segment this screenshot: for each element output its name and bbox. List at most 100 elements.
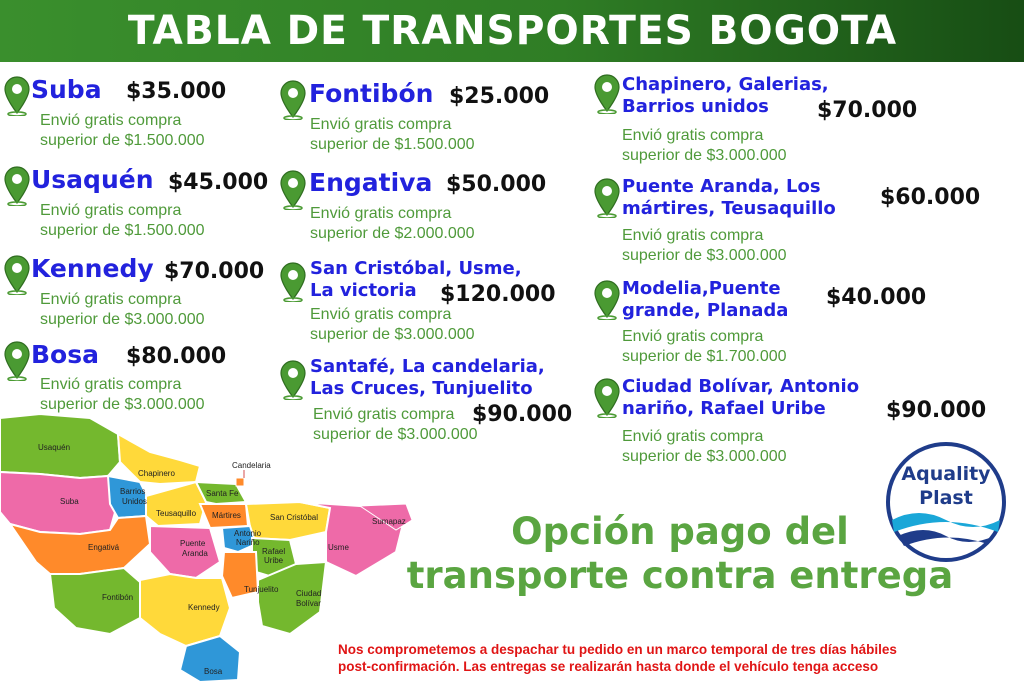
map-region-engativa xyxy=(7,514,152,575)
map-region-suba xyxy=(0,470,120,536)
zone-price: $25.000 xyxy=(449,84,550,109)
payment-option-heading: Opción pago del transporte contra entreg… xyxy=(400,510,960,598)
free-shipping-threshold: superior de $1.500.000 xyxy=(40,132,205,149)
zone-price: $90.000 xyxy=(472,402,573,427)
free-shipping-threshold: superior de $1.500.000 xyxy=(40,222,205,239)
map-label: Usaquén xyxy=(38,443,70,452)
location-pin-icon xyxy=(280,262,306,302)
zone-price: $80.000 xyxy=(126,344,227,369)
zone-name: Suba xyxy=(31,75,102,104)
free-shipping-note: Envió gratis compra xyxy=(40,376,182,393)
zone-name: Fontibón xyxy=(309,79,434,108)
map-label: Chapinero xyxy=(138,469,175,478)
map-region-candelaria xyxy=(235,477,245,487)
location-pin-icon xyxy=(280,170,306,210)
map-label: Bosa xyxy=(204,667,223,676)
map-label: Suba xyxy=(60,497,79,506)
zone-price: $60.000 xyxy=(880,185,981,210)
location-pin-icon xyxy=(280,80,306,120)
free-shipping-note: Envió gratis compra xyxy=(310,116,452,133)
map-label: Engativá xyxy=(88,543,120,552)
map-label: Mártires xyxy=(212,511,241,520)
free-shipping-note: Envió gratis compra xyxy=(310,306,452,323)
map-label: Antonio xyxy=(234,529,262,538)
map-label: Puente xyxy=(180,539,206,548)
free-shipping-note: Envió gratis compra xyxy=(622,227,764,244)
free-shipping-note: Envió gratis compra xyxy=(622,428,764,445)
map-region-tunjuelito xyxy=(220,551,260,600)
zone-name: Chapinero, Galerias, xyxy=(622,74,829,95)
zone-price: $35.000 xyxy=(126,79,227,104)
zone-name: Santafé, La candelaria, xyxy=(310,356,545,377)
payment-line-1: Opción pago del xyxy=(511,510,849,553)
free-shipping-note: Envió gratis compra xyxy=(40,202,182,219)
map-label: Nariño xyxy=(236,538,260,547)
logo-text: Aquality xyxy=(901,463,991,485)
location-pin-icon xyxy=(4,166,30,206)
map-label: Uribe xyxy=(264,556,284,565)
zone-price: $45.000 xyxy=(168,170,269,195)
map-label: Rafael xyxy=(262,547,285,556)
free-shipping-note: Envió gratis compra xyxy=(40,112,182,129)
map-region-teusaquillo xyxy=(145,480,208,528)
free-shipping-threshold: superior de $1.700.000 xyxy=(622,348,787,365)
zone-price: $50.000 xyxy=(446,172,547,197)
logo-text-line2: Plast xyxy=(919,487,973,509)
free-shipping-threshold: superior de $3.000.000 xyxy=(310,326,475,343)
free-shipping-note: Envió gratis compra xyxy=(40,291,182,308)
delivery-commitment-text: Nos comprometemos a despachar tu pedido … xyxy=(338,641,1018,675)
map-label: Ciudad xyxy=(296,589,321,598)
map-label: Bolívar xyxy=(296,599,321,608)
map-label: Teusaquillo xyxy=(156,509,197,518)
free-shipping-threshold: superior de $3.000.000 xyxy=(40,396,205,413)
page-title: TABLA DE TRANSPORTES BOGOTA xyxy=(127,8,897,54)
map-label: Barrios xyxy=(120,487,145,496)
location-pin-icon xyxy=(4,255,30,295)
zone-name-line2: mártires, Teusaquillo xyxy=(622,198,836,219)
zone-name-line2: Las Cruces, Tunjuelito xyxy=(310,378,533,399)
location-pin-icon xyxy=(280,360,306,400)
location-pin-icon xyxy=(594,280,620,320)
map-label: Candelaria xyxy=(232,461,271,470)
location-pin-icon xyxy=(594,74,620,114)
map-label: San Cristóbal xyxy=(270,513,318,522)
map-label: Usme xyxy=(328,543,349,552)
free-shipping-note: Envió gratis compra xyxy=(310,205,452,222)
free-shipping-note: Envió gratis compra xyxy=(622,127,764,144)
map-label: Tunjuelito xyxy=(244,585,279,594)
footer-line-1: Nos comprometemos a despachar tu pedido … xyxy=(338,642,897,657)
zone-name-line2: grande, Planada xyxy=(622,300,789,321)
free-shipping-threshold: superior de $3.000.000 xyxy=(40,311,205,328)
map-label: Santa Fe xyxy=(206,489,239,498)
free-shipping-threshold: superior de $3.000.000 xyxy=(313,426,478,443)
title-banner: TABLA DE TRANSPORTES BOGOTA xyxy=(0,0,1024,62)
location-pin-icon xyxy=(4,76,30,116)
zone-name: Bosa xyxy=(31,340,99,369)
footer-line-2: post-confirmación. Las entregas se reali… xyxy=(338,659,879,674)
zone-name: San Cristóbal, Usme, xyxy=(310,258,522,279)
bogota-localities-map: Usaquén Suba Chapinero Barrios Unidos Ca… xyxy=(0,412,413,683)
map-label: Fontibón xyxy=(102,593,133,602)
zone-name: Ciudad Bolívar, Antonio xyxy=(622,376,860,397)
map-region-antonio-narino xyxy=(220,524,258,554)
map-region-ciudad-bolivar xyxy=(257,560,328,636)
map-label: Sumapaz xyxy=(372,517,406,526)
zone-price: $90.000 xyxy=(886,398,987,423)
zone-name: Kennedy xyxy=(31,254,154,283)
free-shipping-threshold: superior de $2.000.000 xyxy=(310,225,475,242)
free-shipping-note: Envió gratis compra xyxy=(313,406,455,423)
zone-name-line2: nariño, Rafael Uribe xyxy=(622,398,826,419)
free-shipping-threshold: superior de $3.000.000 xyxy=(622,147,787,164)
zone-name: Puente Aranda, Los xyxy=(622,176,821,197)
map-region-kennedy xyxy=(139,572,232,648)
free-shipping-threshold: superior de $1.500.000 xyxy=(310,136,475,153)
zone-price: $70.000 xyxy=(817,98,918,123)
zone-name: Usaquén xyxy=(31,165,154,194)
map-region-sumapaz xyxy=(358,503,413,531)
free-shipping-note: Envió gratis compra xyxy=(622,328,764,345)
location-pin-icon xyxy=(594,378,620,418)
zone-price: $40.000 xyxy=(826,285,927,310)
zone-price: $120.000 xyxy=(440,282,556,307)
location-pin-icon xyxy=(4,341,30,381)
zone-name: Modelia,Puente xyxy=(622,278,781,299)
